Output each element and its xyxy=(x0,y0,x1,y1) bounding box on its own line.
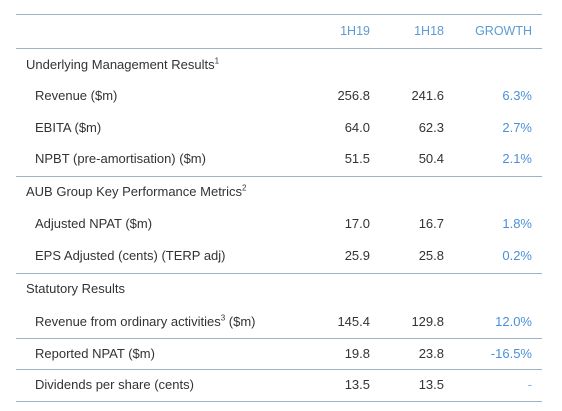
value-growth: 1.8% xyxy=(502,216,532,231)
value-1h18: 62.3 xyxy=(418,120,444,135)
footnote-marker: 1 xyxy=(214,56,220,66)
row-label: Adjusted NPAT ($m) xyxy=(35,216,153,231)
value-1h19: 51.5 xyxy=(344,151,370,166)
row-label: Dividends per share (cents) xyxy=(35,377,194,392)
table-row: Reported NPAT ($m) 19.8 23.8 -16.5% xyxy=(16,338,542,369)
row-label: EPS Adjusted (cents) (TERP adj) xyxy=(35,248,226,263)
value-1h19: 64.0 xyxy=(344,120,370,135)
row-label: Revenue from ordinary activities3 ($m) xyxy=(35,313,256,329)
section-title: AUB Group Key Performance Metrics xyxy=(26,184,243,199)
section-title: Underlying Management Results xyxy=(26,57,215,72)
value-growth: 12.0% xyxy=(495,314,532,329)
value-growth: 2.1% xyxy=(502,151,532,166)
top-rule xyxy=(16,14,542,15)
table-row: NPBT (pre-amortisation) ($m) 51.5 50.4 2… xyxy=(16,143,542,174)
row-label: Reported NPAT ($m) xyxy=(35,346,155,361)
value-1h19: 13.5 xyxy=(344,377,370,392)
section-title-underlying: Underlying Management Results1 xyxy=(16,49,542,80)
table-row: EBITA ($m) 64.0 62.3 2.7% xyxy=(16,112,542,143)
section-title-kpi: AUB Group Key Performance Metrics2 xyxy=(16,176,542,207)
value-1h19: 256.8 xyxy=(337,88,370,103)
section-rule xyxy=(16,273,542,274)
value-1h18: 25.8 xyxy=(418,248,444,263)
section-title-statutory: Statutory Results xyxy=(16,273,542,304)
table-row: Revenue from ordinary activities3 ($m) 1… xyxy=(16,306,542,337)
footnote-marker: 3 xyxy=(220,313,226,323)
table-row: Dividends per share (cents) 13.5 13.5 - xyxy=(16,369,542,400)
header-1h19: 1H19 xyxy=(340,24,370,38)
row-rule xyxy=(16,338,542,339)
section-title: Statutory Results xyxy=(26,281,125,296)
bottom-rule xyxy=(16,401,542,402)
row-label: NPBT (pre-amortisation) ($m) xyxy=(35,151,206,166)
value-1h18: 23.8 xyxy=(418,346,444,361)
value-1h18: 129.8 xyxy=(411,314,444,329)
section-rule xyxy=(16,176,542,177)
header-row: 1H19 1H18 GROWTH xyxy=(16,16,542,47)
header-growth: GROWTH xyxy=(475,24,532,38)
footnote-marker: 2 xyxy=(242,183,247,193)
value-1h18: 50.4 xyxy=(418,151,444,166)
value-growth: -16.5% xyxy=(490,346,532,361)
table-row: Revenue ($m) 256.8 241.6 6.3% xyxy=(16,80,542,111)
value-1h19: 145.4 xyxy=(337,314,370,329)
value-1h18: 13.5 xyxy=(418,377,444,392)
header-1h18: 1H18 xyxy=(414,24,444,38)
row-label: EBITA ($m) xyxy=(35,120,102,135)
value-1h18: 16.7 xyxy=(418,216,444,231)
row-label: Revenue ($m) xyxy=(35,88,118,103)
header-rule xyxy=(16,48,542,49)
table-row: Adjusted NPAT ($m) 17.0 16.7 1.8% xyxy=(16,208,542,239)
value-1h19: 19.8 xyxy=(344,346,370,361)
value-growth: 2.7% xyxy=(502,120,532,135)
value-1h19: 17.0 xyxy=(344,216,370,231)
value-1h19: 25.9 xyxy=(344,248,370,263)
value-1h18: 241.6 xyxy=(411,88,444,103)
value-growth: - xyxy=(527,377,532,392)
table-row: EPS Adjusted (cents) (TERP adj) 25.9 25.… xyxy=(16,240,542,271)
value-growth: 6.3% xyxy=(502,88,532,103)
row-rule xyxy=(16,369,542,370)
value-growth: 0.2% xyxy=(502,248,532,263)
